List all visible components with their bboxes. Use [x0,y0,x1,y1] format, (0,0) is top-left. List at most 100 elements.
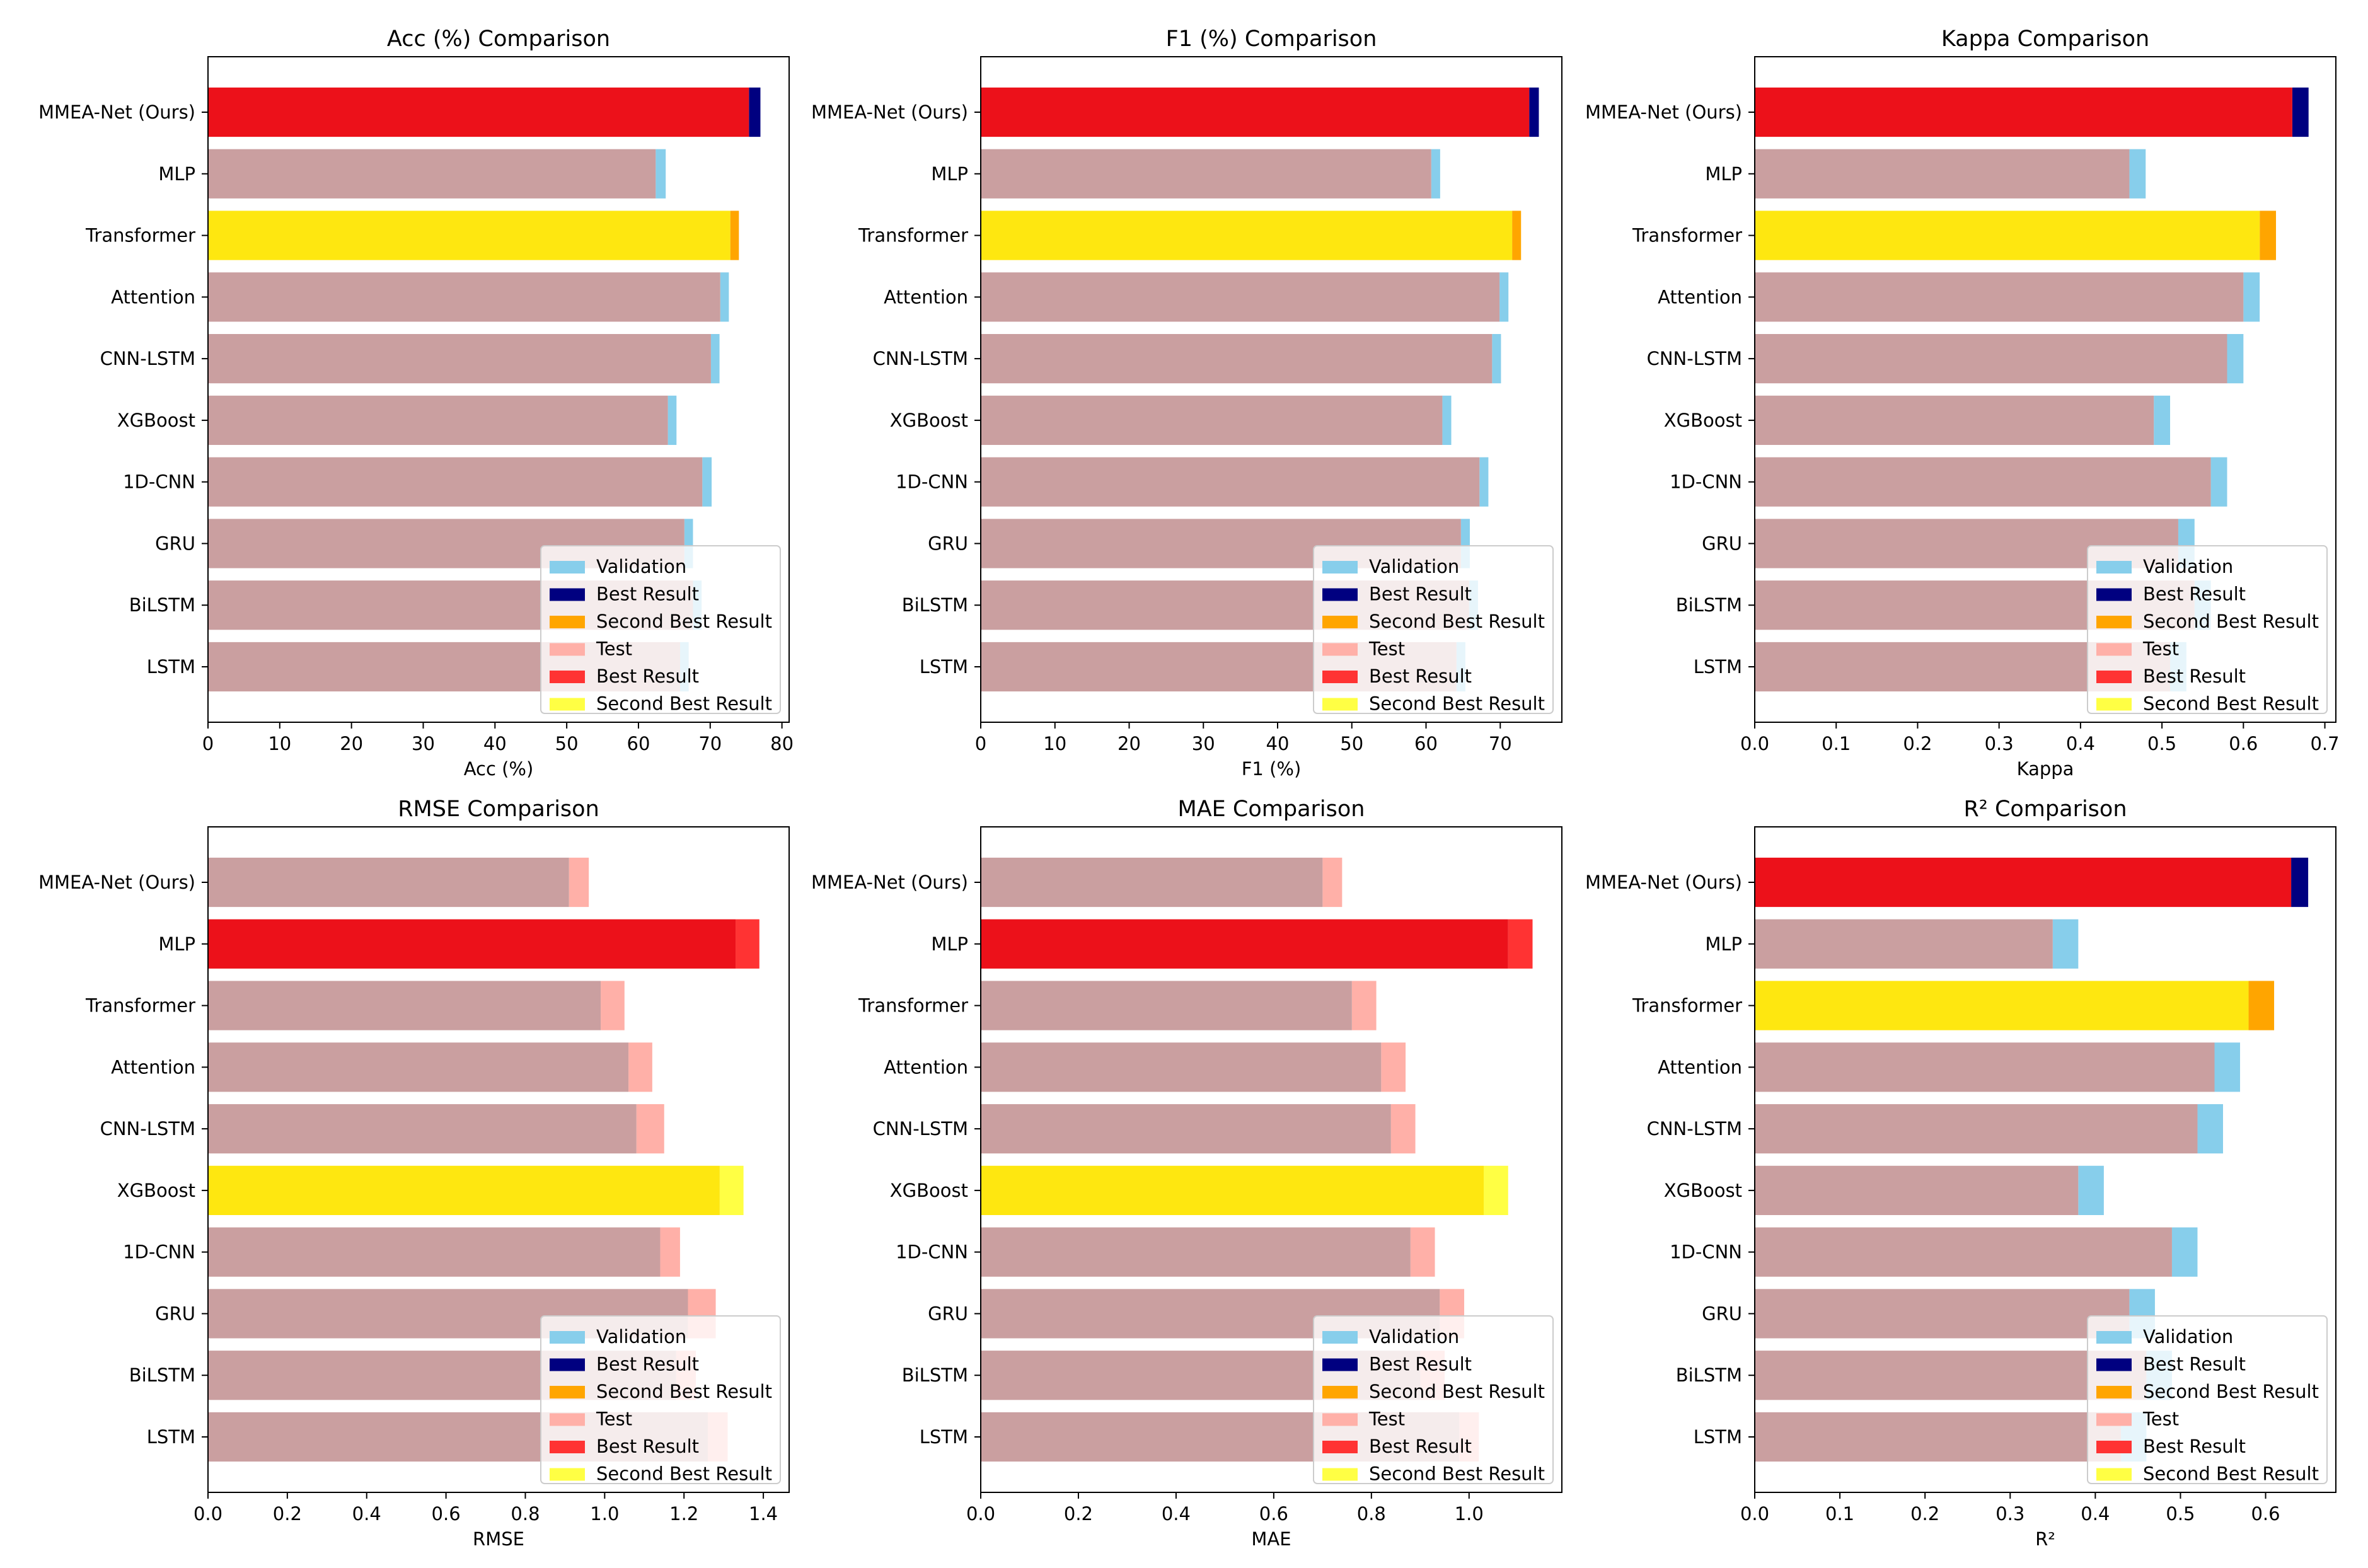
legend-label: Second Best Result [2143,1381,2319,1402]
x-tick-label: 30 [1192,733,1215,754]
x-tick-label: 0.5 [2147,733,2176,754]
chart-panel-4: MMEA-Net (Ours) MLP Transformer Attention CN… [38,797,790,1550]
legend-label: Best Result [2143,666,2246,687]
chart-title: R² Comparison [1963,797,2127,822]
chart-title: F1 (%) Comparison [1166,26,1377,52]
legend-swatch [1322,588,1358,601]
x-tick-label: 0.2 [1064,1503,1093,1525]
legend-label: Test [596,1409,632,1430]
y-tick-label: Transformer [858,995,968,1017]
legend-swatch [1322,698,1358,711]
x-tick-label: 1.4 [749,1503,778,1525]
legend-label: Best Result [1369,1354,1472,1375]
x-axis-label: RMSE [473,1528,524,1550]
overlap-bar-attention [208,272,720,322]
overlap-bar-xgboost [208,395,668,445]
overlap-bar-1d-cnn [208,457,703,507]
y-tick-label: MMEA-Net (Ours) [38,101,195,123]
legend-label: Validation [596,556,686,577]
legend-label: Best Result [596,1354,699,1375]
overlap-bar-mmea-net-ours [981,87,1530,137]
legend-swatch [1322,1358,1358,1371]
x-tick-label: 0.3 [1985,733,2014,754]
legend-swatch [550,1386,585,1398]
legend-swatch [1322,671,1358,683]
y-tick-label: GRU [155,1303,195,1324]
y-tick-label: LSTM [920,656,968,677]
test-bar-xgboost [1484,1165,1508,1215]
test-bar-cnn-lstm [636,1104,664,1154]
x-tick-label: 70 [1489,733,1512,754]
y-tick-label: Transformer [858,225,968,246]
legend-label: Best Result [2143,1354,2246,1375]
legend-label: Second Best Result [596,1381,772,1402]
validation-bar-1d-cnn [2210,457,2227,507]
x-tick-label: 20 [340,733,363,754]
x-tick-label: 0.7 [2310,733,2339,754]
legend-label: Test [1368,1409,1405,1430]
overlap-bar-1d-cnn [1755,1227,2172,1277]
overlap-bar-mlp [208,149,656,199]
legend-swatch [2096,643,2132,656]
legend-swatch [2096,1331,2132,1344]
legend-swatch [2096,561,2132,574]
legend-box [1313,1315,1554,1484]
y-tick-label: GRU [1702,1303,1742,1324]
overlap-bar-attention [1755,272,2244,322]
plot-frame [207,56,790,723]
legend-swatch [2096,1386,2132,1398]
y-tick-label: 1D-CNN [1670,471,1742,493]
overlap-bar-mlp [1755,919,2053,969]
y-tick-label: Attention [111,286,195,308]
test-bar-mmea-net-ours [1322,857,1343,908]
x-tick-label: 30 [412,733,435,754]
x-tick-label: 0.8 [1357,1503,1386,1525]
overlap-bar-mmea-net-ours [981,857,1323,908]
x-tick-label: 50 [555,733,579,754]
legend: Validation Best Result Second Best Result T… [540,545,781,715]
y-tick-label: Transformer [85,225,195,246]
overlap-bar-gru [1755,1289,2130,1339]
legend: Validation Best Result Second Best Result T… [2087,545,2328,715]
y-tick-label: 1D-CNN [123,471,195,493]
x-tick-label: 1.0 [1455,1503,1484,1525]
legend-swatch [1322,1468,1358,1481]
legend-swatch [2096,1358,2132,1371]
x-tick-label: 40 [483,733,507,754]
legend-label: Test [596,638,632,660]
x-tick-label: 40 [1266,733,1290,754]
y-tick-label: 1D-CNN [896,471,968,493]
y-tick-label: LSTM [920,1426,968,1448]
y-tick-label: GRU [155,533,195,554]
legend-swatch [2096,588,2132,601]
legend-swatch [550,616,585,628]
validation-bar-1d-cnn [2171,1227,2198,1277]
legend: Validation Best Result Second Best Result T… [1313,1315,1554,1485]
x-tick-label: 0.2 [1903,733,1932,754]
validation-bar-transformer [2260,210,2277,260]
x-tick-label: 50 [1340,733,1363,754]
test-bar-1d-cnn [660,1227,680,1277]
legend-label: Second Best Result [596,1463,772,1485]
x-tick-label: 70 [698,733,722,754]
y-tick-label: Transformer [1632,225,1742,246]
legend-label: Validation [2143,556,2233,577]
y-tick-label: MMEA-Net (Ours) [1585,101,1742,123]
y-tick-label: XGBoost [117,1180,195,1201]
legend-label: Best Result [1369,666,1472,687]
overlap-bar-lstm [1755,1412,2121,1462]
overlap-bar-cnn-lstm [208,334,711,384]
legend-box [2087,1315,2328,1484]
legend-swatch [1322,561,1358,574]
overlap-bar-transformer [1755,981,2249,1030]
overlap-bar-bilstm [1755,1351,2147,1400]
y-tick-label: Attention [884,286,968,308]
validation-bar-xgboost [1442,395,1452,445]
y-tick-label: CNN-LSTM [1647,1118,1742,1139]
x-axis-label: MAE [1251,1528,1291,1550]
overlap-bar-mmea-net-ours [1755,857,2292,908]
legend-label: Second Best Result [596,693,772,715]
overlap-bar-transformer [981,210,1513,260]
legend-box [540,545,781,714]
x-tick-label: 0.6 [2229,733,2258,754]
